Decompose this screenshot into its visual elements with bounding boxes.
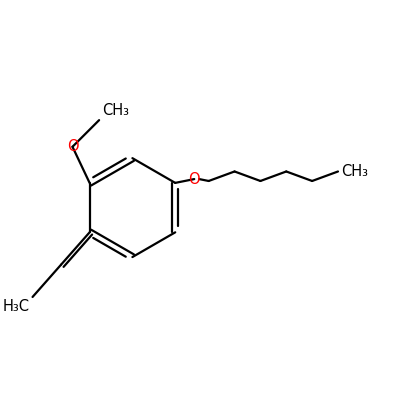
Text: CH₃: CH₃ bbox=[102, 103, 129, 118]
Text: CH₃: CH₃ bbox=[341, 164, 368, 179]
Text: O: O bbox=[188, 172, 200, 186]
Text: H₃C: H₃C bbox=[2, 299, 30, 314]
Text: O: O bbox=[67, 139, 78, 154]
